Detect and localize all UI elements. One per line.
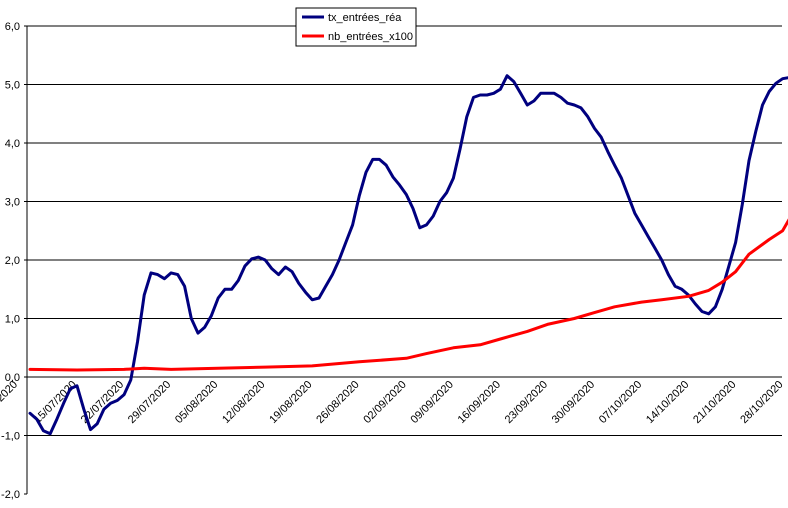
series-lines (28, 74, 788, 436)
x-tick-label: 02/09/2020 (361, 379, 408, 426)
y-tick-label: 4,0 (5, 138, 20, 150)
x-tick-label: 29/07/2020 (126, 379, 173, 426)
legend-label-nb: nb_entrées_x100 (328, 31, 413, 43)
x-tick-labels: 7/2020 15/07/2020 22/07/2020 29/07/2020 05/0… (0, 379, 786, 426)
y-tick-label: 5,0 (5, 80, 20, 92)
y-tick-label: 3,0 (5, 197, 20, 209)
x-tick-label: 16/09/2020 (456, 379, 503, 426)
y-tick-label: 1,0 (5, 314, 20, 326)
x-tick-label: 26/08/2020 (314, 379, 361, 426)
x-tick-label: 21/10/2020 (691, 379, 738, 426)
legend-label-tx: tx_entrées_réa (328, 12, 402, 24)
y-tick-label: -2,0 (1, 489, 20, 501)
legend-box (295, 7, 417, 47)
legend: tx_entrées_réa nb_entrées_x100 (295, 7, 417, 47)
x-tick-label: 05/08/2020 (173, 379, 220, 426)
x-tick-label: 28/10/2020 (738, 379, 785, 426)
series-line-nb-entrees-x100 (28, 218, 788, 372)
x-tick-label: 07/10/2020 (597, 379, 644, 426)
series-line-tx-entrees-rea (28, 74, 788, 436)
x-tick-label: 12/08/2020 (220, 379, 267, 426)
x-tick-label: 19/08/2020 (267, 379, 314, 426)
gridlines (27, 25, 782, 436)
y-tick-label: 0,0 (5, 372, 20, 384)
y-tick-labels: -2,0 -1,0 0,0 1,0 2,0 3,0 4,0 5,0 6,0 (1, 21, 27, 501)
x-tick-label: 09/09/2020 (409, 379, 456, 426)
x-tick-label: 30/09/2020 (550, 379, 597, 426)
x-tick-label: 14/10/2020 (644, 379, 691, 426)
y-tick-label: -1,0 (1, 431, 20, 443)
y-tick-label: 6,0 (5, 21, 20, 33)
y-tick-label: 2,0 (5, 255, 20, 267)
x-tick-label: 23/09/2020 (503, 379, 550, 426)
